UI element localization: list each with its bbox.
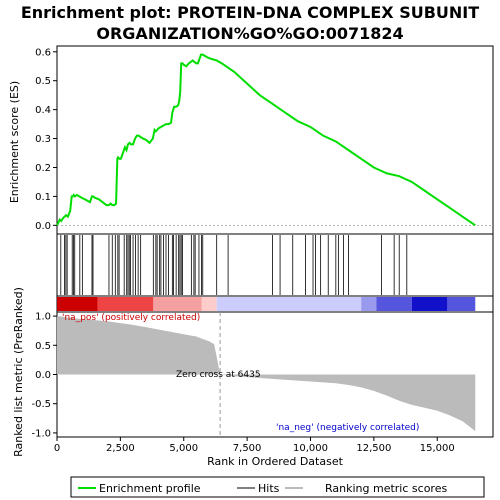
metric-y-tick-label: -0.5	[31, 399, 51, 410]
rank-bar-segment	[376, 297, 412, 311]
rank-bar-segment	[216, 297, 362, 311]
es-y-axis-label: Enrichment score (ES)	[8, 81, 21, 203]
metric-y-tick-label: 0.0	[35, 370, 51, 381]
legend: Enrichment profile Hits Ranking metric s…	[70, 476, 485, 498]
legend-box	[70, 476, 485, 498]
x-tick-label: 2,500	[106, 443, 135, 454]
hits-area	[56, 233, 494, 297]
es-y-tick-label: 0.2	[35, 163, 51, 174]
x-axis-label: Rank in Ordered Dataset	[207, 455, 344, 468]
legend-enrichment-label: Enrichment profile	[99, 482, 201, 495]
hits-panel	[56, 233, 494, 297]
x-tick-label: 7,500	[233, 443, 262, 454]
x-tick-label: 5,000	[169, 443, 198, 454]
rank-bar-segment	[361, 297, 377, 311]
x-tick-label: 15,000	[420, 443, 455, 454]
es-y-tick-label: 0.5	[35, 76, 51, 87]
es-y-tick-label: 0.4	[35, 105, 51, 116]
rank-bar-segment	[153, 297, 202, 311]
metric-y-tick-label: -1.0	[31, 428, 51, 439]
chart-title-line-2: ORGANIZATION%GO%GO:0071824	[96, 24, 403, 43]
positive-correlation-label: 'na_pos' (positively correlated)	[62, 313, 200, 323]
rank-bar-segment	[201, 297, 217, 311]
es-y-tick-label: 0.1	[35, 192, 51, 203]
enrichment-score-panel: 0.0 0.1 0.2 0.3 0.4 0.5 0.6 Enrichment score (…	[8, 45, 494, 235]
metric-y-axis: -1.0 -0.5 0.0 0.5 1.0	[31, 312, 57, 439]
rank-bar-segment	[411, 297, 448, 311]
chart-title-line-1: Enrichment plot: PROTEIN-DNA COMPLEX SUB…	[21, 3, 479, 22]
rank-bar-segments	[57, 297, 476, 311]
metric-y-axis-label: Ranked list metric (PreRanked)	[12, 287, 25, 457]
legend-hits-label: Hits	[258, 482, 280, 495]
rank-color-bar	[56, 295, 494, 313]
x-tick-label: 12,500	[356, 443, 391, 454]
x-tick-label: 0	[54, 443, 60, 454]
ranked-metric-panel: -1.0 -0.5 0.0 0.5 1.0 0 2,500 5,000 7,500 10,000…	[12, 287, 494, 468]
metric-y-tick-label: 1.0	[35, 312, 51, 323]
metric-x-axis: 0 2,500 5,000 7,500 10,000 12,500 15,000	[54, 437, 455, 454]
hit-markers	[60, 235, 408, 295]
enrichment-profile-line	[56, 53, 476, 227]
legend-metric-label: Ranking metric scores	[325, 482, 447, 495]
negative-correlation-label: 'na_neg' (negatively correlated)	[276, 423, 419, 433]
es-y-tick-label: 0.6	[35, 47, 51, 58]
es-y-tick-label: 0.3	[35, 134, 51, 145]
es-y-tick-label: 0.0	[35, 221, 51, 232]
metric-y-tick-label: 0.5	[35, 341, 51, 352]
x-tick-label: 10,000	[293, 443, 328, 454]
rank-bar-segment	[57, 297, 98, 311]
zero-cross-label: Zero cross at 6435	[176, 370, 261, 380]
rank-bar-segment	[97, 297, 154, 311]
ranking-metric-area	[57, 316, 476, 432]
rank-bar-segment	[447, 297, 476, 311]
es-plot-area	[56, 45, 494, 235]
es-y-axis: 0.0 0.1 0.2 0.3 0.4 0.5 0.6	[35, 47, 493, 232]
